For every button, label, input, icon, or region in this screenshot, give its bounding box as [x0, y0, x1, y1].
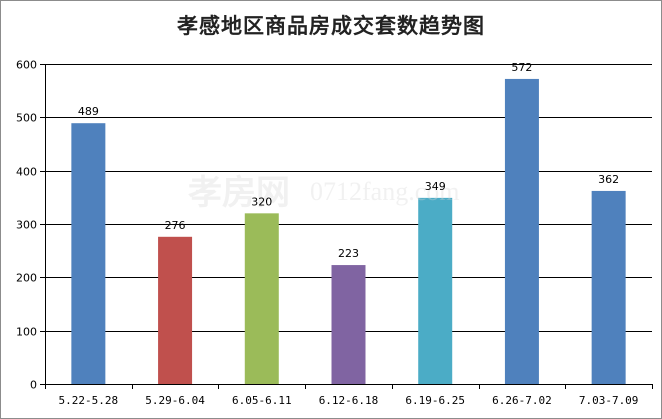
- watermark-brand: 孝房网: [188, 174, 290, 212]
- bar: [504, 78, 539, 384]
- data-label: 276: [165, 219, 186, 232]
- y-tick-label: 300: [16, 219, 37, 232]
- x-tick-label: 6.05-6.11: [232, 394, 292, 407]
- watermark-domain: 0712fang.com: [310, 177, 459, 206]
- bar: [244, 213, 279, 384]
- chart-title: 孝感地区商品房成交套数趋势图: [177, 14, 485, 38]
- data-label: 489: [78, 105, 99, 118]
- bar: [591, 190, 626, 384]
- data-label: 572: [511, 61, 532, 74]
- x-tick-label: 7.03-7.09: [579, 394, 639, 407]
- y-tick-label: 200: [16, 272, 37, 285]
- y-tick-label: 400: [16, 166, 37, 179]
- bar: [158, 236, 193, 384]
- data-label: 223: [338, 247, 359, 260]
- y-tick-label: 0: [30, 379, 37, 392]
- watermark: 孝房网 0712fang.com: [188, 174, 459, 212]
- x-tick-label: 6.12-6.18: [319, 394, 379, 407]
- data-label: 362: [598, 173, 619, 186]
- bar: [71, 123, 106, 384]
- data-label: 349: [425, 180, 446, 193]
- y-tick-label: 100: [16, 326, 37, 339]
- x-tick-label: 6.19-6.25: [405, 394, 465, 407]
- x-tick-label: 5.29-6.04: [145, 394, 205, 407]
- axes: [40, 64, 653, 389]
- labels: 0 100 200 300 400 500 600 489 5.22-5.28 276 5.29-6…: [16, 59, 638, 408]
- bar: [331, 265, 366, 384]
- y-tick-label: 500: [16, 112, 37, 125]
- bar: [418, 197, 453, 384]
- data-label: 320: [251, 195, 272, 208]
- x-tick-label: 5.22-5.28: [59, 394, 119, 407]
- y-tick-label: 600: [16, 59, 37, 72]
- bars: [71, 78, 626, 384]
- x-tick-label: 6.26-7.02: [492, 394, 552, 407]
